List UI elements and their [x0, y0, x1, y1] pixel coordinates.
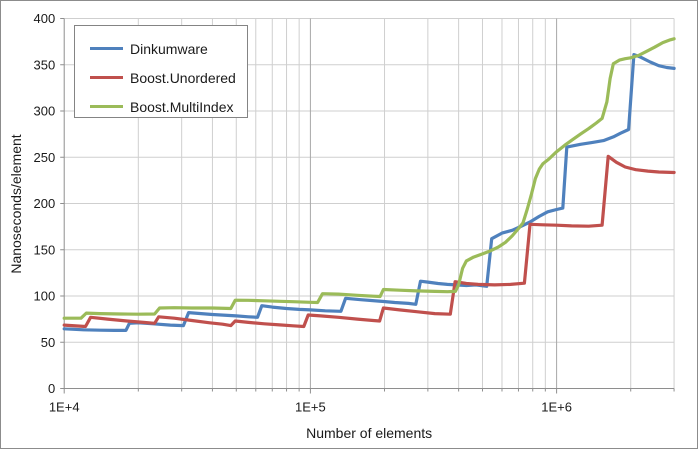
series-lines: [62, 37, 676, 332]
y-tick-label: 400: [33, 11, 55, 26]
x-axis-title: Number of elements: [306, 425, 432, 441]
x-tick-label: 1E+6: [541, 400, 572, 415]
axes: [60, 18, 675, 394]
y-tick-label: 250: [33, 150, 55, 165]
series-line-boost-unordered: [62, 154, 676, 329]
legend-label: Boost.MultiIndex: [130, 98, 234, 115]
y-axis-title: Nanoseconds/element: [8, 134, 24, 273]
legend-item: Dinkumware: [90, 34, 247, 63]
legend-label: Boost.Unordered: [130, 69, 236, 86]
legend-item: Boost.Unordered: [90, 63, 247, 92]
legend-line-swatch: [90, 76, 123, 79]
tick-labels: 0 50 100 150 200 250 300 350 400 1E+4 1E+5 1E+6: [33, 11, 571, 415]
x-tick-label: 1E+4: [49, 400, 80, 415]
legend-item: Boost.MultiIndex: [90, 92, 247, 121]
legend-line-swatch: [90, 105, 123, 108]
legend: Dinkumware Boost.Unordered Boost.MultiInde…: [74, 25, 248, 118]
y-tick-label: 200: [33, 196, 55, 211]
y-tick-label: 150: [33, 242, 55, 257]
series-line-dinkumware: [62, 52, 676, 332]
x-tick-label: 1E+5: [295, 400, 326, 415]
series-line-boost-multiindex: [62, 37, 676, 320]
legend-label: Dinkumware: [130, 40, 208, 57]
y-tick-label: 100: [33, 289, 55, 304]
y-tick-label: 300: [33, 104, 55, 119]
y-tick-label: 350: [33, 57, 55, 72]
legend-line-swatch: [90, 47, 123, 50]
y-tick-label: 0: [48, 381, 55, 396]
y-tick-label: 50: [41, 335, 55, 350]
